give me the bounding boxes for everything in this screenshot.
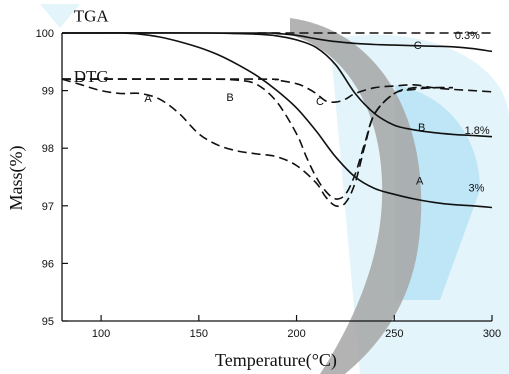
curve-label: A bbox=[144, 93, 152, 105]
mass-loss-label: 3% bbox=[469, 182, 485, 194]
background-watermark bbox=[40, 4, 509, 374]
dtg-curve-b bbox=[61, 78, 453, 200]
y-tick-label: 96 bbox=[42, 258, 54, 270]
curve-label: B bbox=[418, 122, 425, 134]
dtg-curve-c bbox=[61, 78, 493, 104]
x-tick-label: 300 bbox=[483, 328, 501, 340]
y-tick-label: 98 bbox=[42, 143, 54, 155]
series-group-label: TGA bbox=[74, 6, 110, 25]
labels: TGA DTG A B C C B A 0.3% 1.8% 3% bbox=[74, 6, 490, 194]
curve-label: B bbox=[226, 92, 233, 104]
watermark-arc bbox=[290, 18, 422, 374]
x-tick-label: 200 bbox=[287, 328, 305, 340]
x-tick-label: 100 bbox=[92, 328, 110, 340]
x-tick-label: 150 bbox=[190, 328, 208, 340]
curves bbox=[61, 32, 493, 209]
y-axis-title: Mass(%) bbox=[6, 146, 27, 211]
curve-label: C bbox=[414, 40, 422, 52]
tga-curve-a bbox=[62, 32, 493, 209]
y-tick-label: 100 bbox=[36, 28, 54, 40]
mass-loss-label: 1.8% bbox=[465, 125, 490, 137]
watermark-shape bbox=[40, 4, 80, 28]
series-group-label: DTG bbox=[74, 67, 109, 86]
curve-label: A bbox=[416, 175, 424, 187]
axes: 95 96 97 98 99 100 100 150 200 250 300 bbox=[36, 28, 502, 340]
y-tick-label: 97 bbox=[42, 201, 54, 213]
mass-loss-label: 0.3% bbox=[455, 30, 480, 42]
y-tick-label: 99 bbox=[42, 86, 54, 98]
y-tick-label: 95 bbox=[42, 316, 54, 328]
curve-label: C bbox=[316, 96, 324, 108]
x-tick-label: 250 bbox=[385, 328, 403, 340]
x-axis-title: Temperature(°C) bbox=[215, 350, 337, 371]
